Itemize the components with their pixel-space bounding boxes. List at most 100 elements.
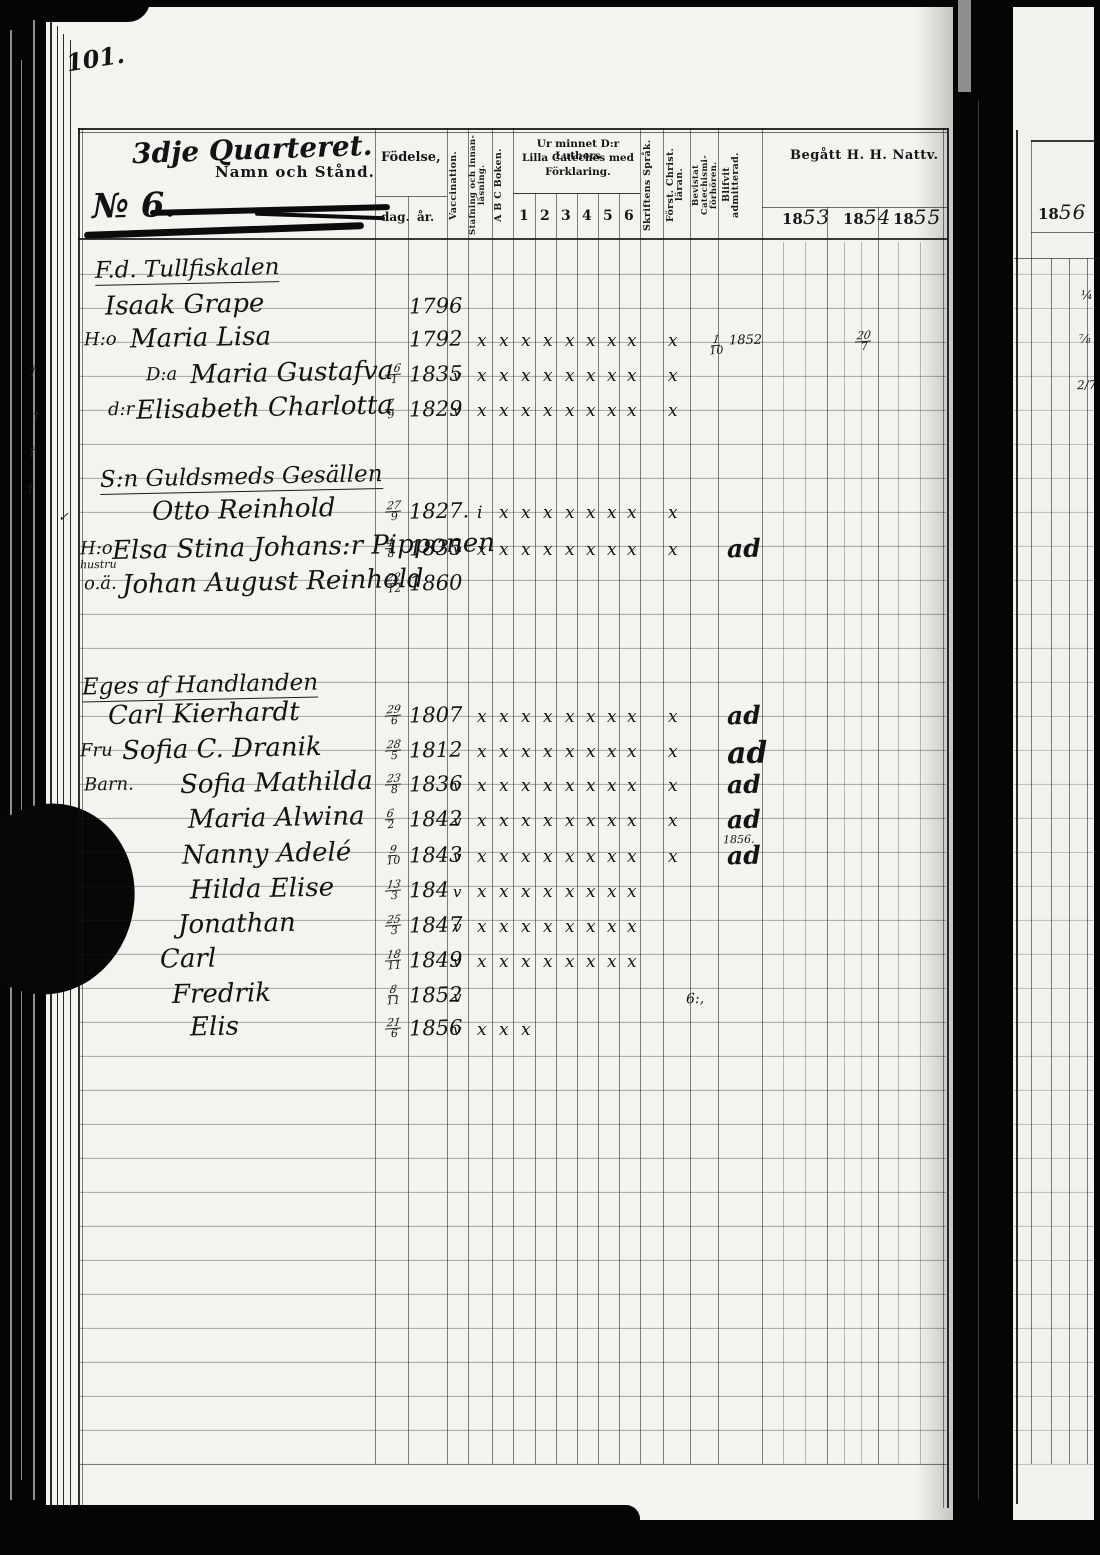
catechism-title-1: Ur minnet D:r Luthers <box>536 138 620 162</box>
catechism-mark: x <box>565 882 575 902</box>
household-number: № 6. <box>91 185 177 227</box>
column-line <box>805 242 806 1464</box>
catechism-title-2: Lilla Cateches med <box>522 152 634 164</box>
doctrine-mark: x <box>668 742 678 762</box>
entry-name: Isaak Grape <box>104 288 265 322</box>
entry-name: Carl Kierhardt <box>107 696 301 732</box>
top-edge-band <box>0 0 1100 7</box>
catechism-mark: x <box>565 847 575 867</box>
catechism-mark: x <box>499 401 509 421</box>
catechism-mark: x <box>543 331 553 351</box>
entry-name: Carl <box>159 943 217 975</box>
catechism-mark: x <box>565 331 575 351</box>
catechism-mark: x <box>499 503 509 523</box>
catechism-mark: x <box>521 1020 531 1040</box>
catechism-mark: x <box>565 952 575 972</box>
catechism-mark: x <box>607 331 617 351</box>
catechism-mark: x <box>627 331 637 351</box>
catechism-mark: x <box>607 882 617 902</box>
catechism-mark: x <box>565 366 575 386</box>
catechism-section-6: 6 <box>624 208 634 224</box>
communion-year-header: 1855 <box>893 205 942 229</box>
vaccination-mark: v <box>453 812 462 830</box>
communion-year-header: 1853 <box>782 205 831 229</box>
birth-year: 1860 <box>408 570 463 596</box>
vaccination-mark: v <box>453 367 462 385</box>
catechism-mark: x <box>586 707 596 727</box>
vaccination-mark: v <box>453 848 462 866</box>
catechism-mark: x <box>627 503 637 523</box>
catechism-mark: x <box>521 540 531 560</box>
catechism-mark: x <box>627 401 637 421</box>
catechism-mark: x <box>607 401 617 421</box>
catechism-mark: x <box>477 540 487 560</box>
column-line <box>663 128 664 1464</box>
column-line <box>827 207 828 1464</box>
doctrine-mark: x <box>668 847 678 867</box>
catechism-mark: x <box>477 331 487 351</box>
catechism-mark: x <box>477 401 487 421</box>
entry-prefix: H:o <box>79 537 113 560</box>
entry-name: Maria Alwina <box>187 801 365 835</box>
vaccination-mark: v <box>453 541 462 559</box>
margin-mark: ✓ <box>58 510 69 525</box>
catechism-mark: x <box>521 366 531 386</box>
doctrine-mark: x <box>668 331 678 351</box>
catechism-mark: x <box>543 882 553 902</box>
catechism-mark: x <box>477 742 487 762</box>
birth-year: 1796 <box>408 293 463 319</box>
catechism-mark: x <box>627 952 637 972</box>
communion-1854-note: 20 7 <box>854 328 873 354</box>
vaccination-mark: v <box>453 988 462 1006</box>
catechism-mark: x <box>543 742 553 762</box>
catechism-mark: x <box>607 952 617 972</box>
column-line <box>718 128 719 1464</box>
birth-day: 18 11 <box>384 947 403 973</box>
catechism-mark: x <box>565 503 575 523</box>
left-binding-band <box>0 0 46 1555</box>
catechism-mark: x <box>543 401 553 421</box>
catechism-mark: x <box>477 917 487 937</box>
next-page-edge-paper <box>1012 0 1096 1522</box>
catechism-mark: x <box>499 1020 509 1040</box>
catechism-mark: x <box>499 331 509 351</box>
catechism-mark: x <box>627 811 637 831</box>
admitted-mark: ad <box>726 804 761 835</box>
catechism-mark: x <box>565 917 575 937</box>
doctrine-mark: x <box>668 707 678 727</box>
column-line <box>898 242 899 1464</box>
catechism-mark: x <box>565 401 575 421</box>
catechism-mark: x <box>521 811 531 831</box>
margin-mark: † <box>27 482 34 497</box>
catechism-mark: x <box>586 366 596 386</box>
catechism-mark: x <box>521 707 531 727</box>
entry-prefix: d:r <box>107 398 135 421</box>
column-line <box>408 196 409 1464</box>
catechism-mark: x <box>543 503 553 523</box>
admitted-date-year: 1852 <box>728 332 763 349</box>
doctrine-mark: x <box>668 776 678 796</box>
birth-day: 29 6 <box>384 702 403 728</box>
catechism-mark: x <box>627 707 637 727</box>
birth-day: 22 12 <box>384 570 403 596</box>
column-line <box>1069 258 1070 1464</box>
catechism-mark: x <box>521 882 531 902</box>
right-edge-band <box>1094 0 1100 1555</box>
communion-year-header: 1854 <box>843 205 892 229</box>
entry-prefix-note: hustru <box>79 557 117 572</box>
catechism-mark: x <box>586 540 596 560</box>
catechism-section-1: 1 <box>519 208 529 224</box>
entry-prefix: Fru <box>79 739 113 762</box>
spelling-reading-header: Stafning och innan-läsning. <box>468 134 487 236</box>
birth-day: 13 3 <box>384 877 403 903</box>
catechism-title-3: Förklaring. <box>545 166 611 178</box>
column-line <box>556 193 557 1464</box>
catechism-section-2: 2 <box>540 208 550 224</box>
birth-year: 1812 <box>408 737 463 763</box>
catechism-mark: x <box>565 811 575 831</box>
catechism-mark: x <box>521 503 531 523</box>
catechism-mark: x <box>521 776 531 796</box>
catechism-mark: x <box>499 952 509 972</box>
